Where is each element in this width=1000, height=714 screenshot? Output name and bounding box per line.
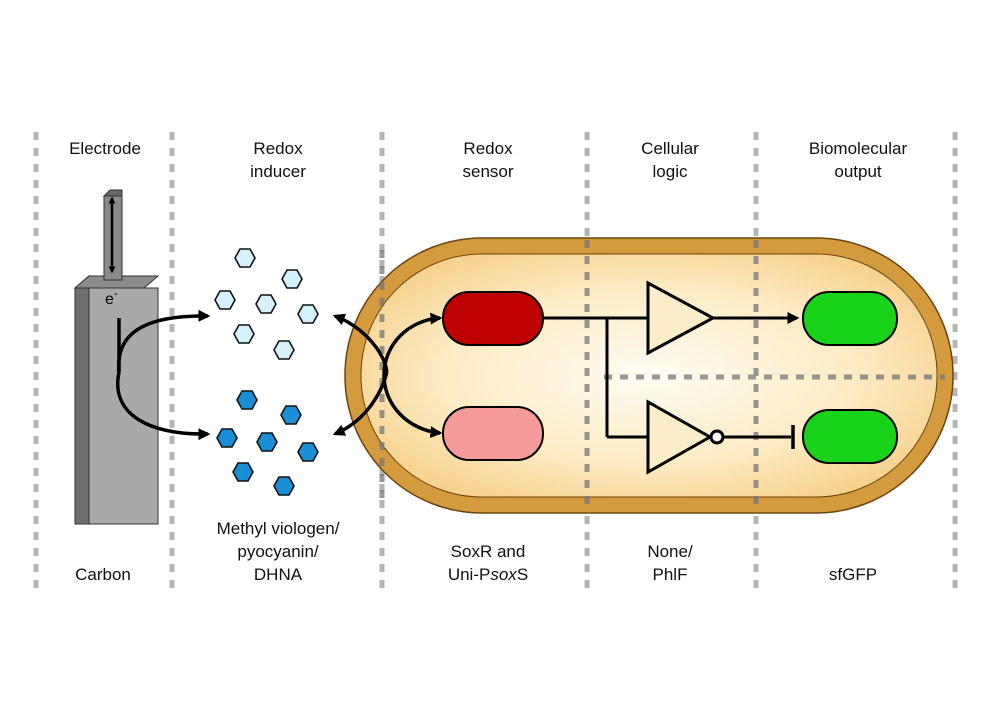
molecule <box>297 304 319 324</box>
header-redox-sensor: Redox sensor <box>462 139 514 181</box>
electrode-side <box>74 274 90 525</box>
reduced-molecules <box>216 390 319 496</box>
buffer-gate <box>646 280 717 356</box>
electrode-redox-arrows <box>116 309 211 441</box>
footer-output: sfGFP <box>828 565 878 584</box>
molecule <box>256 432 278 452</box>
sfgfp-output-activated <box>802 291 898 346</box>
electrode-wire-top <box>102 189 123 197</box>
promoter-gene-italic: sox <box>490 565 517 584</box>
molecule <box>216 428 238 448</box>
header-biomolecular-output: Biomolecular output <box>808 139 908 181</box>
molecule <box>214 290 236 310</box>
footer-cellular-logic: None/ PhlF <box>647 542 693 584</box>
carbon-electrode <box>73 189 160 525</box>
header-electrode: Electrode <box>69 139 141 158</box>
header-redox-inducer: Redox inducer <box>250 139 306 181</box>
promoter-suffix: S <box>516 565 529 584</box>
soxr-inactive-sensor <box>442 406 544 461</box>
not-gate <box>646 399 714 475</box>
molecule <box>297 442 319 462</box>
transport-arrows <box>332 312 443 439</box>
oxidized-molecules <box>214 248 319 360</box>
footer-carbon: Carbon <box>75 565 131 584</box>
not-gate-bubble <box>709 429 725 445</box>
footer-redox-sensor: SoxR and Uni-PsoxS <box>447 542 529 584</box>
molecule <box>281 269 303 289</box>
molecule <box>273 340 295 360</box>
molecule <box>273 476 295 496</box>
header-cellular-logic: Cellular logic <box>641 139 699 181</box>
molecule <box>233 324 255 344</box>
electron-label: e- <box>105 288 118 308</box>
soxr-active-sensor <box>442 291 544 346</box>
molecule <box>232 462 254 482</box>
sfgfp-output-repressed <box>802 409 898 464</box>
molecule <box>255 294 277 314</box>
footer-redox-inducers: Methyl viologen/ pyocyanin/ DHNA <box>216 519 340 584</box>
promoter-prefix: Uni-P <box>447 565 491 584</box>
molecule <box>236 390 258 410</box>
logic-circuit <box>543 280 800 475</box>
molecule <box>280 405 302 425</box>
molecule <box>234 248 256 268</box>
